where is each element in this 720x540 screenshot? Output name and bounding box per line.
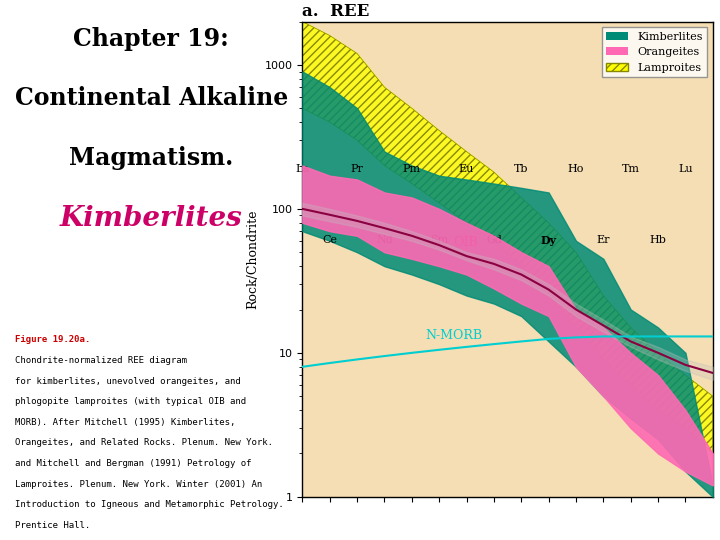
Text: Nd: Nd — [376, 235, 393, 246]
Text: Prentice Hall.: Prentice Hall. — [15, 521, 91, 530]
Y-axis label: Rock/Chondrite: Rock/Chondrite — [246, 210, 259, 309]
Text: and Mitchell and Bergman (1991) Petrology of: and Mitchell and Bergman (1991) Petrolog… — [15, 459, 251, 468]
Text: Eu: Eu — [459, 164, 474, 174]
Text: Lamproites. Plenum. New York. Winter (2001) An: Lamproites. Plenum. New York. Winter (20… — [15, 480, 262, 489]
Text: Dy: Dy — [541, 235, 557, 246]
Text: Kimberlites: Kimberlites — [60, 205, 243, 232]
Text: Chondrite-normalized REE diagram: Chondrite-normalized REE diagram — [15, 356, 187, 366]
Text: Introduction to Igneous and Metamorphic Petrology.: Introduction to Igneous and Metamorphic … — [15, 500, 284, 509]
Text: Ho: Ho — [568, 164, 584, 174]
Text: N-MORB: N-MORB — [426, 329, 482, 342]
Text: a.  REE: a. REE — [302, 3, 370, 20]
Text: MORB). After Mitchell (1995) Kimberlites,: MORB). After Mitchell (1995) Kimberlites… — [15, 418, 235, 427]
Text: Pr: Pr — [351, 164, 364, 174]
Text: Er: Er — [597, 235, 610, 246]
Text: Lu: Lu — [678, 164, 693, 174]
Text: Figure 19.20a.: Figure 19.20a. — [15, 335, 91, 344]
Legend: Kimberlites, Orangeites, Lamproites: Kimberlites, Orangeites, Lamproites — [602, 27, 707, 77]
Text: Tb: Tb — [514, 164, 528, 174]
Text: Continental Alkaline: Continental Alkaline — [14, 86, 288, 110]
Text: Magmatism.: Magmatism. — [69, 146, 233, 170]
Text: Hb: Hb — [649, 235, 667, 246]
Text: phlogopite lamproites (with typical OIB and: phlogopite lamproites (with typical OIB … — [15, 397, 246, 407]
Text: Ce: Ce — [323, 235, 337, 246]
Text: Orangeites, and Related Rocks. Plenum. New York.: Orangeites, and Related Rocks. Plenum. N… — [15, 438, 273, 448]
Text: Pm: Pm — [402, 164, 421, 174]
Text: Tm: Tm — [622, 164, 640, 174]
Text: Chapter 19:: Chapter 19: — [73, 27, 229, 51]
Text: Gd: Gd — [486, 235, 502, 246]
Text: Sm: Sm — [430, 235, 449, 246]
Text: for kimberlites, unevolved orangeites, and: for kimberlites, unevolved orangeites, a… — [15, 377, 241, 386]
Text: OIB: OIB — [453, 237, 477, 249]
Text: La: La — [295, 164, 310, 174]
